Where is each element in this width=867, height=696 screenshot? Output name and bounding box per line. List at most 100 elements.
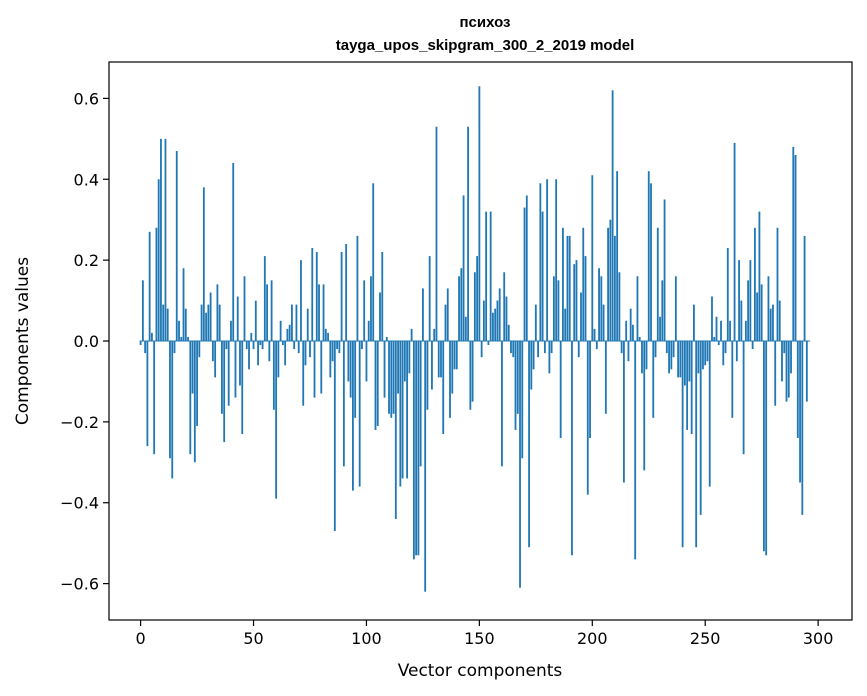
bars-group <box>139 86 810 592</box>
bar-88 <box>338 341 341 354</box>
bar-292 <box>799 341 801 483</box>
bar-51 <box>254 300 257 341</box>
bar-248 <box>699 341 702 515</box>
bar-294 <box>803 235 806 341</box>
bar-287 <box>787 341 790 398</box>
bar-175 <box>534 304 537 341</box>
bar-42 <box>234 341 237 398</box>
bar-22 <box>189 341 192 455</box>
bar-121 <box>412 341 415 560</box>
bar-55 <box>263 256 266 341</box>
bar-221 <box>638 336 641 341</box>
bar-206 <box>604 341 607 414</box>
x-tick-label: 250 <box>690 629 721 648</box>
x-tick-label: 0 <box>136 629 146 648</box>
bar-126 <box>424 341 427 592</box>
bar-108 <box>383 341 386 398</box>
bar-234 <box>668 341 670 374</box>
bar-70 <box>297 341 300 354</box>
bar-223 <box>643 341 646 471</box>
bar-36 <box>221 341 223 414</box>
bar-264 <box>735 341 738 362</box>
bar-269 <box>747 280 750 341</box>
bar-62 <box>279 320 282 341</box>
bar-59 <box>272 341 275 410</box>
bar-113 <box>394 341 397 519</box>
bar-219 <box>634 341 637 560</box>
bar-201 <box>593 328 596 341</box>
bar-74 <box>306 308 309 341</box>
bar-47 <box>245 341 248 350</box>
bar-238 <box>677 341 680 378</box>
bar-73 <box>304 341 307 366</box>
bar-16 <box>175 150 178 341</box>
bar-34 <box>216 284 219 341</box>
y-tick-label: 0.6 <box>74 89 99 108</box>
bar-178 <box>541 211 544 341</box>
bar-50 <box>252 341 255 350</box>
bar-69 <box>295 304 298 341</box>
bar-149 <box>476 256 479 341</box>
bar-222 <box>641 341 643 374</box>
bar-210 <box>613 235 616 341</box>
bar-158 <box>496 300 499 341</box>
bar-226 <box>650 183 652 341</box>
bar-249 <box>702 341 704 370</box>
bar-162 <box>505 296 508 341</box>
bar-152 <box>482 300 485 341</box>
bar-207 <box>607 227 609 341</box>
bar-197 <box>584 256 587 341</box>
bar-56 <box>266 284 268 341</box>
y-tick-label: −0.6 <box>60 575 99 594</box>
bar-54 <box>261 341 264 350</box>
bar-98 <box>361 341 363 350</box>
bar-161 <box>503 272 506 341</box>
bar-289 <box>792 146 795 341</box>
bar-1 <box>141 280 144 341</box>
bar-185 <box>557 280 560 341</box>
bar-268 <box>744 320 747 341</box>
bar-251 <box>706 341 709 362</box>
bar-124 <box>419 341 422 467</box>
bar-170 <box>523 207 526 341</box>
bar-125 <box>422 288 424 341</box>
bar-187 <box>562 227 564 341</box>
bar-279 <box>769 308 772 341</box>
bar-100 <box>365 341 368 382</box>
bar-114 <box>397 341 399 394</box>
bar-84 <box>329 341 332 378</box>
y-tick-label: 0.4 <box>74 170 99 189</box>
x-tick-label: 100 <box>351 629 382 648</box>
bar-208 <box>609 219 612 341</box>
bar-86 <box>333 341 336 532</box>
bar-144 <box>464 316 467 341</box>
bar-60 <box>275 341 278 499</box>
bar-45 <box>241 341 244 434</box>
bar-216 <box>627 341 630 362</box>
bar-262 <box>731 341 734 418</box>
bar-142 <box>460 268 463 341</box>
bar-146 <box>469 341 472 410</box>
bar-256 <box>717 341 720 346</box>
bar-183 <box>552 276 555 341</box>
y-tick-label: 0.0 <box>74 332 99 351</box>
bar-26 <box>198 341 201 358</box>
bar-276 <box>763 341 765 552</box>
bar-15 <box>173 341 176 354</box>
bar-23 <box>191 341 194 394</box>
bar-83 <box>327 332 329 341</box>
bar-95 <box>354 341 357 418</box>
bar-8 <box>157 179 160 341</box>
bar-128 <box>428 256 431 341</box>
bar-195 <box>580 292 582 341</box>
bar-10 <box>162 304 165 341</box>
bar-273 <box>756 292 759 341</box>
bar-71 <box>300 260 302 341</box>
bar-290 <box>794 155 797 341</box>
bar-159 <box>498 288 501 341</box>
bar-177 <box>539 183 542 341</box>
bar-61 <box>277 341 280 378</box>
y-tick-label: 0.2 <box>74 251 99 270</box>
bar-181 <box>548 341 551 374</box>
